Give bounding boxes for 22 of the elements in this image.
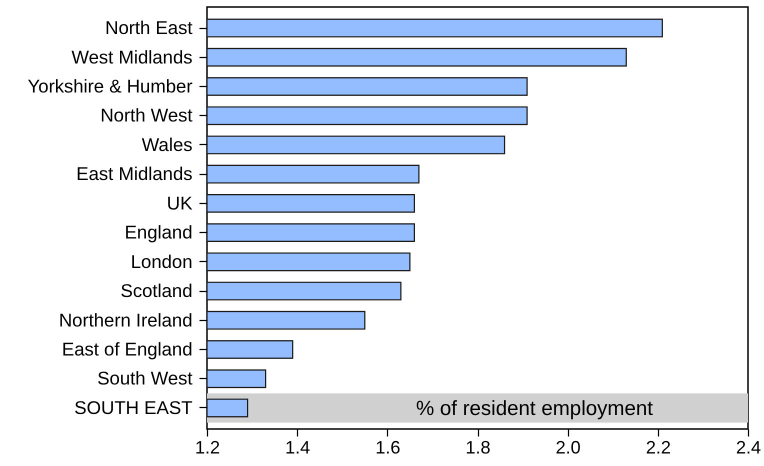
x-tick-label: 1.2 [194, 438, 220, 458]
y-tick-label: England [124, 222, 192, 243]
x-tick-label: 2.0 [556, 438, 581, 458]
y-tick-label: East of England [62, 338, 192, 360]
y-tick-label: Scotland [120, 280, 192, 302]
y-tick-label: West Midlands [72, 46, 192, 68]
y-tick-label: SOUTH EAST [74, 396, 192, 418]
y-tick-label: UK [166, 192, 194, 214]
x-tick-label: 1.4 [285, 438, 310, 458]
x-tick-label: 1.6 [375, 438, 400, 458]
x-tick-label: 2.4 [736, 438, 762, 458]
y-tick-label: Wales [142, 134, 192, 155]
y-tick-label: North West [100, 104, 192, 126]
y-tick-label: North East [105, 17, 192, 38]
y-tick-label: South West [97, 368, 192, 389]
y-tick-label: East Midlands [76, 163, 192, 184]
band-label: % of resident employment [416, 396, 654, 420]
y-tick-label: Northern Ireland [58, 309, 192, 330]
x-tick-label: 2.2 [646, 438, 671, 458]
y-tick-label: Yorkshire & Humber [28, 75, 192, 96]
y-tick-label: London [130, 250, 192, 272]
x-tick-label: 1.8 [465, 438, 491, 458]
